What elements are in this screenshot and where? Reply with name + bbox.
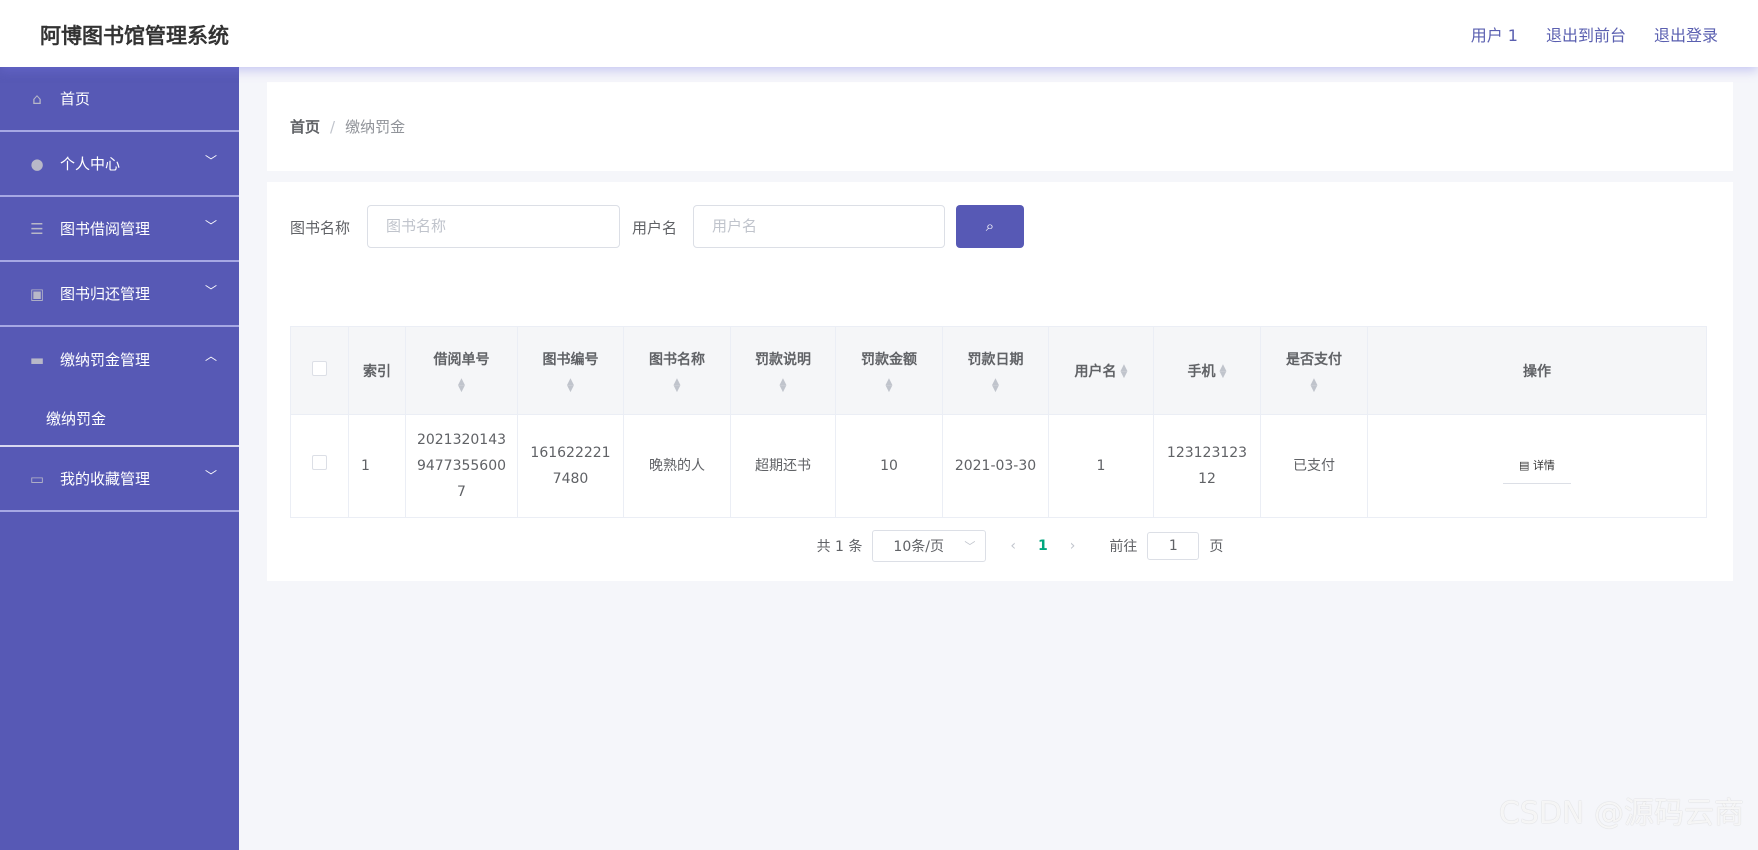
col-book-no[interactable]: 图书编号 ▲ ▼ [517,326,624,415]
table-header-row: 索引 借阅单号 ▲ ▼ 图书编号 ▲ ▼ 图书名称 ▲ ▼ 罚款说明 ▲ ▼ 罚款金额 ▲ ▼ 罚款… [290,326,1707,415]
col-borrow-no[interactable]: 借阅单号 ▲ ▼ [405,326,518,415]
clipboard-icon: ▣ [29,284,45,303]
cell-book-name: 晚熟的人 [623,414,731,518]
sidebar-item-label: 缴纳罚金管理 [60,351,151,369]
col-action: 操作 [1367,326,1707,415]
username-input[interactable]: 用户名 [693,205,945,248]
detail-button[interactable]: ▤ 详情 [1503,449,1571,484]
sort-icon: ▲ ▼ [779,376,787,394]
username-label: 用户名 [632,219,678,237]
chevron-down-icon: ﹀ [204,284,217,298]
col-book-name[interactable]: 图书名称 ▲ ▼ [623,326,731,415]
search-icon: ⌕ [985,218,995,235]
sidebar-item-label: 首页 [60,90,91,108]
cell-borrow-no: 20213201439477355600 7 [405,414,518,518]
sort-icon: ▲ ▼ [992,376,999,394]
cell-paid: 已支付 [1260,414,1368,518]
sort-icon: ▲ ▼ [458,376,465,394]
page-number[interactable]: 1 [1038,538,1048,554]
sidebar: ⌂ 首页 ● 个人中心 ﹀ ☰ 图书借阅管理 ﹀ ▣ 图书归还管理 ﹀ ▬ 缴纳罚金管理 ︿ 缴纳… [0,67,239,850]
chevron-down-icon: ﹀ [204,154,217,168]
sidebar-item-label: 图书借阅管理 [60,220,151,238]
col-date[interactable]: 罚款日期 ▲ ▼ [942,326,1049,415]
sidebar-item-return[interactable]: ▣ 图书归还管理 ﹀ [0,262,239,327]
page-size-select[interactable]: 10条/页 ﹀ [872,530,987,562]
col-phone[interactable]: 手机 ▲ ▼ [1153,326,1261,415]
document-icon: ▤ [1519,458,1533,472]
breadcrumb: 首页 / 缴纳罚金 [267,82,1733,171]
goto-page-input[interactable]: 1 [1147,532,1200,560]
chat-icon: ▭ [29,469,45,488]
table-row: 1 20213201439477355600 7 1616222217480 晚… [290,414,1707,518]
monitor-icon: ▬ [29,350,45,369]
col-desc[interactable]: 罚款说明 ▲ ▼ [730,326,836,415]
sidebar-item-home[interactable]: ⌂ 首页 [0,67,239,132]
sidebar-subitem-pay-fine[interactable]: 缴纳罚金 [0,392,239,447]
chevron-down-icon: ﹀ [964,540,976,553]
pagination: 共 1 条 10条/页 ﹀ ‹ 1 › 前往 1 页 [267,530,1733,562]
breadcrumb-home[interactable]: 首页 [290,118,321,136]
cell-date: 2021-03-30 [942,414,1049,518]
cell-username: 1 [1048,414,1154,518]
chevron-up-icon: ︿ [204,349,217,363]
sort-icon: ▲ ▼ [1219,362,1227,380]
sort-icon: ▲ ▼ [1310,376,1318,394]
cell-desc: 超期还书 [730,414,836,518]
sidebar-item-profile[interactable]: ● 个人中心 ﹀ [0,132,239,197]
sort-icon: ▲ ▼ [885,376,893,394]
sidebar-item-fines[interactable]: ▬ 缴纳罚金管理 ︿ [0,327,239,392]
breadcrumb-separator: / [330,117,336,136]
logout-link[interactable]: 退出登录 [1653,26,1718,45]
next-page-button[interactable]: › [1069,538,1076,554]
app-title: 阿博图书馆管理系统 [40,24,229,48]
sidebar-item-label: 我的收藏管理 [60,470,151,488]
sort-icon: ▲ ▼ [1120,362,1128,380]
row-checkbox[interactable] [312,455,327,470]
exit-to-frontend-link[interactable]: 退出到前台 [1545,26,1626,45]
fines-table: 索引 借阅单号 ▲ ▼ 图书编号 ▲ ▼ 图书名称 ▲ ▼ 罚款说明 ▲ ▼ 罚款金额 ▲ ▼ 罚款… [290,326,1707,518]
cell-book-no: 1616222217480 [517,414,624,518]
search-button[interactable]: ⌕ [956,205,1024,248]
list-icon: ☰ [30,219,44,238]
sidebar-item-label: 图书归还管理 [60,285,151,303]
cell-phone: 12312312312 [1153,414,1261,518]
col-index: 索引 [348,326,406,415]
sort-icon: ▲ ▼ [567,376,574,394]
col-amount[interactable]: 罚款金额 ▲ ▼ [835,326,943,415]
main-panel: 图书名称 图书名称 用户名 用户名 ⌕ 索引 借阅单号 ▲ ▼ 图书编号 ▲ ▼ 图书名… [267,182,1733,581]
home-icon: ⌂ [32,89,42,108]
goto-label: 前往 [1109,539,1138,555]
breadcrumb-current: 缴纳罚金 [345,118,406,136]
prev-page-button[interactable]: ‹ [1010,538,1017,554]
col-username[interactable]: 用户名 ▲ ▼ [1048,326,1154,415]
cell-amount: 10 [835,414,943,518]
watermark: CSDN @源码云商 [1498,796,1744,831]
user-icon: ● [30,154,44,173]
sidebar-item-borrow[interactable]: ☰ 图书借阅管理 ﹀ [0,197,239,262]
select-all-checkbox[interactable] [312,361,327,376]
sidebar-item-favorites[interactable]: ▭ 我的收藏管理 ﹀ [0,447,239,512]
sort-icon: ▲ ▼ [673,376,681,394]
top-header: 阿博图书馆管理系统 用户 1 退出到前台 退出登录 [0,0,1758,67]
page-suffix: 页 [1209,539,1224,555]
total-count: 共 1 条 [816,539,863,555]
chevron-down-icon: ﹀ [204,219,217,233]
book-name-input[interactable]: 图书名称 [367,205,620,248]
book-name-label: 图书名称 [290,219,351,237]
cell-index: 1 [348,414,406,518]
user-link[interactable]: 用户 1 [1470,26,1518,45]
chevron-down-icon: ﹀ [204,469,217,483]
col-paid[interactable]: 是否支付 ▲ ▼ [1260,326,1368,415]
sidebar-item-label: 个人中心 [60,155,121,173]
